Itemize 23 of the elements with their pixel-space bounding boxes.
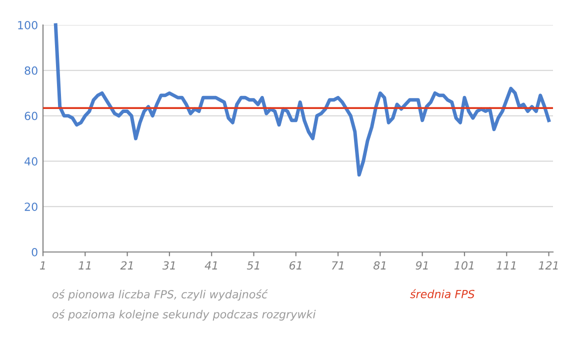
x-tick-label: 1 — [40, 261, 45, 270]
x-tick-label: 21 — [120, 261, 133, 270]
y-tick-label: 100 — [18, 20, 38, 30]
x-tick-label: 81 — [373, 261, 386, 270]
ref-line-label: średnia FPS — [410, 289, 475, 298]
text: oś pionowa liczba FPS, czyli wydajność — [52, 289, 268, 301]
y-tick-label: 60 — [24, 112, 38, 120]
x-tick-label: 71 — [332, 261, 344, 270]
line-series — [54, 23, 551, 177]
x-tick-label: 61 — [290, 261, 302, 270]
x-tick-label: 121 — [538, 261, 558, 270]
x-tick-label: 41 — [204, 261, 217, 270]
x-tick-label: 51 — [246, 261, 260, 270]
x-tick-label: 91 — [416, 261, 428, 270]
x-tick-label: 11 — [78, 261, 91, 270]
y-tick-label: 20 — [24, 202, 38, 211]
x-tick-label: 111 — [496, 261, 516, 270]
y-tick-label: 0 — [32, 248, 38, 256]
x-tick-label: 101 — [454, 261, 474, 270]
text: oś pozioma kolejne sekundy podczas rozgrywki — [52, 309, 316, 321]
x-tick-label: 31 — [162, 261, 175, 270]
y-tick-label: 40 — [24, 157, 38, 166]
y-tick-label: 80 — [24, 66, 38, 75]
